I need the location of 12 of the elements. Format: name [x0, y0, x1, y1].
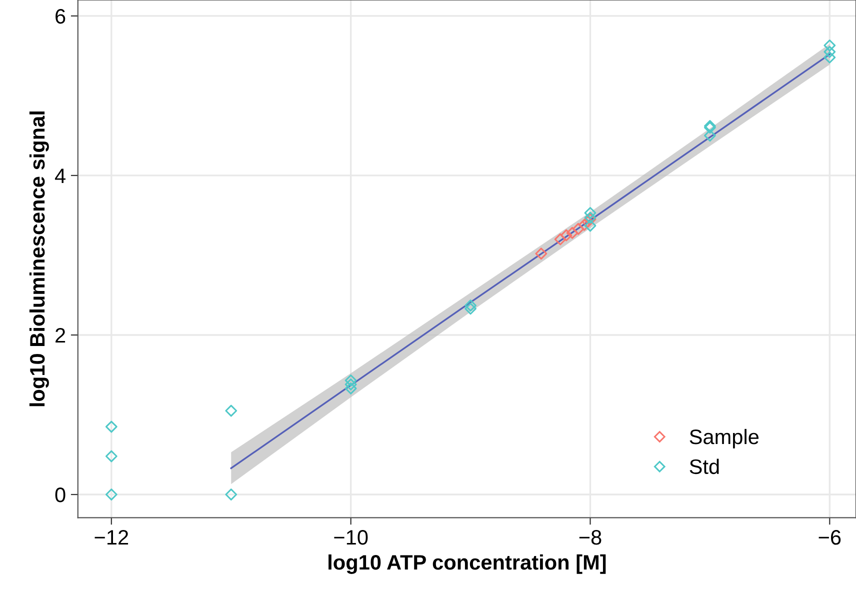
y-axis-title: log10 Bioluminescence signal	[29, 112, 49, 406]
y-tick-label: 6	[56, 8, 66, 24]
legend-label: Sample	[690, 428, 759, 448]
x-tick-label: −10	[334, 530, 368, 545]
y-tick-label: 4	[54, 168, 66, 184]
legend-label: Std	[690, 458, 719, 474]
x-tick-label: −12	[94, 530, 128, 545]
x-axis-title: log10 ATP concentration [M]	[328, 554, 606, 574]
y-tick-label: 2	[56, 328, 66, 343]
y-tick-label: 0	[55, 488, 66, 502]
x-tick-label: −6	[818, 530, 841, 545]
x-tick-label: −8	[579, 530, 602, 545]
